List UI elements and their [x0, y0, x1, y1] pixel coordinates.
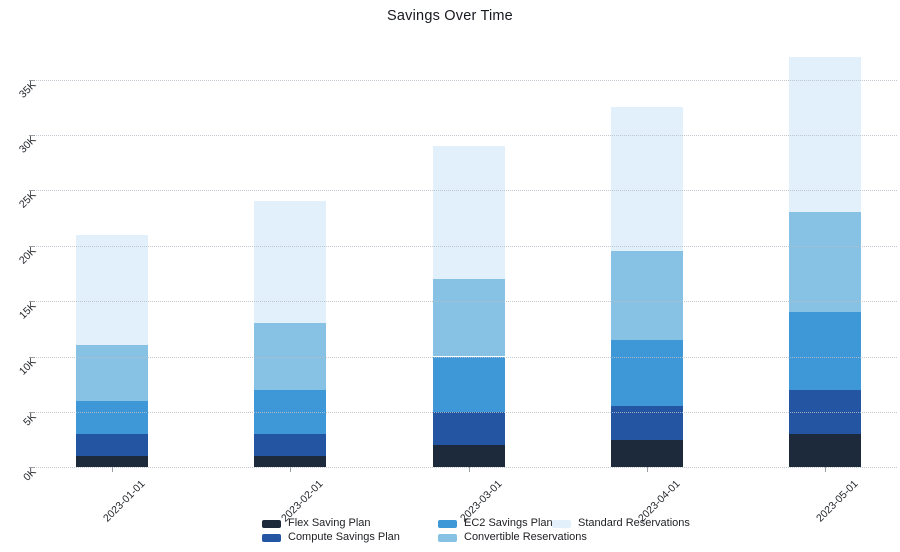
bar-segment-compute-savings-plan[interactable] [432, 411, 505, 446]
bar-segment-flex-saving-plan[interactable] [254, 456, 327, 468]
legend-swatch-icon [438, 533, 457, 542]
bar-segment-standard-reservations[interactable] [789, 57, 861, 213]
bar-2023-04-01[interactable] [610, 107, 683, 468]
bar-segment-standard-reservations[interactable] [76, 234, 148, 346]
bar-segment-compute-savings-plan[interactable] [610, 406, 683, 440]
y-axis-tick-label: 30K [17, 133, 39, 156]
bar-2023-03-01[interactable] [432, 145, 505, 468]
y-axis-tick-label: 5K [21, 410, 39, 429]
gridline [34, 134, 897, 136]
bar-segment-convertible-reservations[interactable] [432, 278, 505, 357]
y-axis-tick-label: 25K [17, 189, 39, 211]
x-axis-tick-label: 2023-05-01 [814, 478, 861, 525]
bar-segment-ec2-savings-plan[interactable] [254, 389, 327, 435]
legend-item-label: Standard Reservations [578, 517, 690, 529]
y-axis-tick-label: 35K [17, 78, 39, 101]
bar-segment-ec2-savings-plan[interactable] [610, 339, 683, 407]
bar-segment-ec2-savings-plan[interactable] [76, 400, 148, 435]
gridline [34, 467, 897, 469]
legend-item-label: EC2 Savings Plan [464, 517, 553, 529]
y-axis-tick-label: 0K [21, 466, 39, 484]
bar-segment-standard-reservations[interactable] [610, 107, 683, 252]
bar-segment-ec2-savings-plan[interactable] [432, 356, 505, 412]
y-axis-tick-label: 15K [17, 299, 39, 322]
x-axis-tick-label: 2023-01-01 [101, 478, 148, 525]
bar-segment-convertible-reservations[interactable] [76, 345, 148, 401]
bar-segment-compute-savings-plan[interactable] [76, 434, 148, 457]
y-axis-tick-label: 10K [17, 355, 39, 378]
x-axis-tick-label: 2023-04-01 [635, 478, 683, 525]
legend-swatch-icon [552, 519, 571, 528]
bar-2023-05-01[interactable] [789, 57, 861, 468]
x-axis-tick [468, 467, 470, 472]
legend-item-label: Flex Saving Plan [288, 517, 371, 529]
legend-swatch-icon [262, 533, 281, 542]
y-axis-tick-label: 20K [17, 244, 39, 267]
bar-segment-flex-saving-plan[interactable] [789, 434, 861, 468]
bar-segment-standard-reservations[interactable] [254, 201, 327, 324]
bar-segment-convertible-reservations[interactable] [254, 323, 327, 390]
y-axis-tick [29, 245, 35, 247]
x-axis-tick [825, 467, 826, 472]
chart-title: Savings Over Time [387, 8, 513, 24]
legend-swatch-icon [438, 519, 457, 528]
legend-item-label: Convertible Reservations [464, 531, 587, 543]
bar-segment-flex-saving-plan[interactable] [610, 439, 683, 468]
y-axis-tick [29, 190, 35, 192]
legend-item-compute-savings-plan[interactable]: Compute Savings Plan [262, 531, 400, 544]
y-axis-tick [29, 467, 35, 469]
legend-item-ec2-savings-plan[interactable]: EC2 Savings Plan [438, 517, 553, 530]
bar-segment-ec2-savings-plan[interactable] [789, 312, 861, 390]
bar-segment-flex-saving-plan[interactable] [76, 456, 148, 468]
x-axis-tick [646, 467, 648, 472]
y-axis-tick [29, 301, 35, 303]
y-axis-tick [29, 411, 35, 413]
bar-segment-flex-saving-plan[interactable] [432, 445, 505, 468]
legend-item-label: Compute Savings Plan [288, 531, 400, 543]
bar-2023-02-01[interactable] [254, 201, 327, 468]
legend-swatch-icon [262, 519, 281, 528]
y-axis-tick [29, 356, 35, 358]
x-axis-tick [290, 467, 292, 472]
bar-segment-convertible-reservations[interactable] [610, 251, 683, 340]
y-axis-tick [29, 79, 35, 81]
bar-segment-compute-savings-plan[interactable] [789, 389, 861, 435]
bar-2023-01-01[interactable] [76, 234, 148, 468]
bar-segment-standard-reservations[interactable] [432, 145, 505, 279]
gridline [34, 79, 897, 81]
x-axis-tick [112, 467, 113, 472]
bar-segment-convertible-reservations[interactable] [789, 212, 861, 313]
legend-item-flex-saving-plan[interactable]: Flex Saving Plan [262, 517, 371, 530]
y-axis-tick [29, 134, 35, 136]
legend-item-standard-reservations[interactable]: Standard Reservations [552, 517, 690, 530]
bar-segment-compute-savings-plan[interactable] [254, 434, 327, 457]
legend-item-convertible-reservations[interactable]: Convertible Reservations [438, 531, 587, 544]
